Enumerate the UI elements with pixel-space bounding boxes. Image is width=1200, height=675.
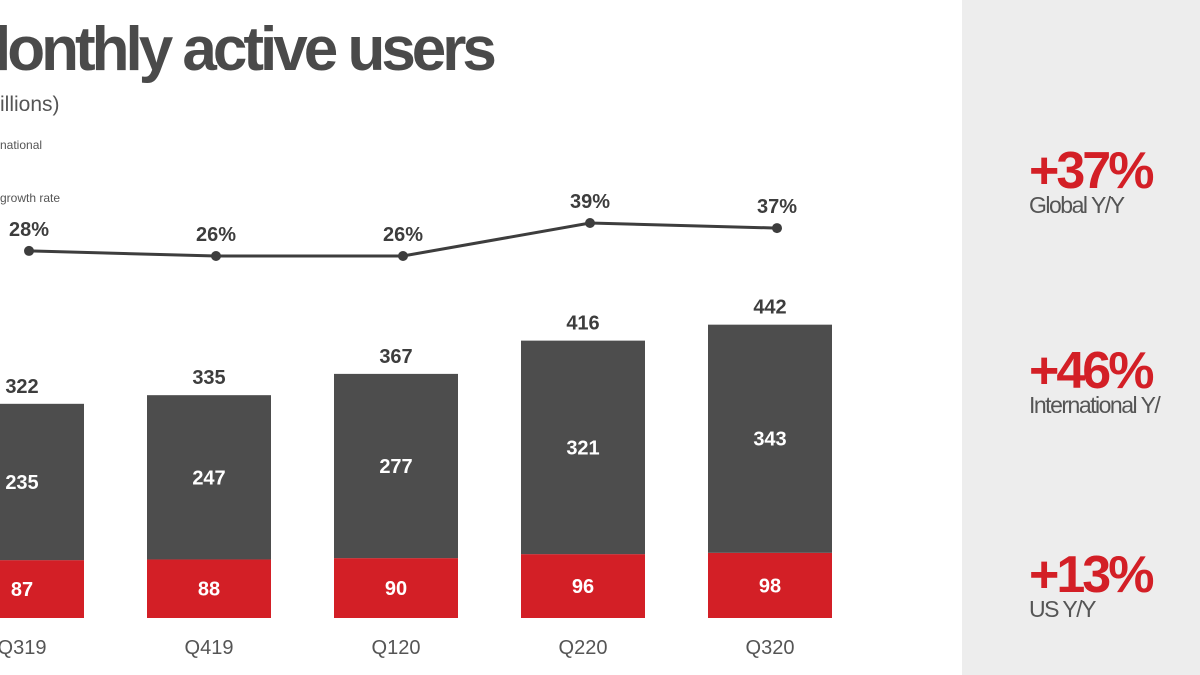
growth-point-Q320 — [772, 223, 782, 234]
label-total-Q419: 335 — [192, 367, 225, 389]
growth-point-Q419 — [211, 251, 221, 261]
label-total-Q319: 322 — [5, 376, 38, 398]
label-international-Q419: 247 — [192, 467, 225, 489]
bar-international-Q220 — [521, 340, 645, 555]
label-total-Q220: 416 — [566, 313, 599, 335]
label-total-Q120: 367 — [379, 346, 412, 368]
stat-us-value: +13% — [1029, 546, 1154, 604]
legend-growth-rate: growth rate — [0, 191, 61, 205]
label-international-Q319: 235 — [5, 472, 38, 494]
chart-subtitle: illions) — [0, 93, 60, 116]
label-us-Q319: 87 — [11, 579, 33, 601]
growth-point-Q220 — [585, 218, 595, 228]
legend-international: national — [0, 138, 43, 152]
growth-label-Q320: 37% — [757, 196, 797, 218]
label-total-Q320: 442 — [753, 297, 786, 319]
label-us-Q120: 90 — [385, 578, 407, 600]
label-international-Q320: 343 — [753, 429, 786, 451]
growth-label-Q220: 39% — [570, 191, 610, 213]
stat-us-label: US Y/Y — [1029, 596, 1097, 622]
growth-label-Q319: 28% — [9, 219, 49, 241]
tick-label-Q319: Q319 — [0, 637, 46, 659]
label-us-Q419: 88 — [198, 579, 220, 601]
stat-international-value: +46% — [1029, 342, 1154, 400]
tick-label-Q220: Q220 — [559, 637, 608, 659]
stat-us: +13% US Y/Y — [1029, 546, 1154, 622]
growth-label-Q120: 26% — [383, 224, 423, 246]
stat-international-label: International Y/ — [1029, 392, 1161, 418]
growth-label-Q419: 26% — [196, 224, 236, 246]
bar-us-Q320 — [708, 552, 832, 618]
bar-us-Q120 — [334, 558, 458, 618]
label-us-Q220: 96 — [572, 576, 594, 598]
bar-us-Q419 — [147, 559, 271, 618]
bar-international-Q319 — [0, 403, 84, 561]
chart-title: lonthly active users — [0, 15, 497, 84]
stat-global-label: Global Y/Y — [1029, 192, 1125, 218]
tick-label-Q120: Q120 — [372, 637, 421, 659]
stat-international: +46% International Y/ — [1029, 342, 1161, 418]
label-us-Q320: 98 — [759, 575, 781, 597]
tick-label-Q320: Q320 — [746, 637, 795, 659]
bar-us-Q220 — [521, 554, 645, 618]
growth-point-Q120 — [398, 251, 408, 261]
label-international-Q120: 277 — [379, 456, 412, 478]
bar-international-Q419 — [147, 395, 271, 560]
growth-point-Q319 — [24, 245, 34, 256]
mau-chart: 87 235 322 Q319 88 247 335 Q419 90 277 367 Q120 96 32… — [0, 191, 832, 659]
stat-global: +37% Global Y/Y — [1029, 142, 1154, 218]
stat-global-value: +37% — [1029, 142, 1154, 200]
bar-international-Q120 — [334, 373, 458, 559]
bar-international-Q320 — [708, 324, 832, 553]
label-international-Q220: 321 — [566, 437, 599, 459]
summary-panel: +37% Global Y/Y +46% International Y/ +1… — [962, 0, 1200, 675]
bar-us-Q319 — [0, 560, 84, 618]
tick-label-Q419: Q419 — [185, 637, 234, 659]
